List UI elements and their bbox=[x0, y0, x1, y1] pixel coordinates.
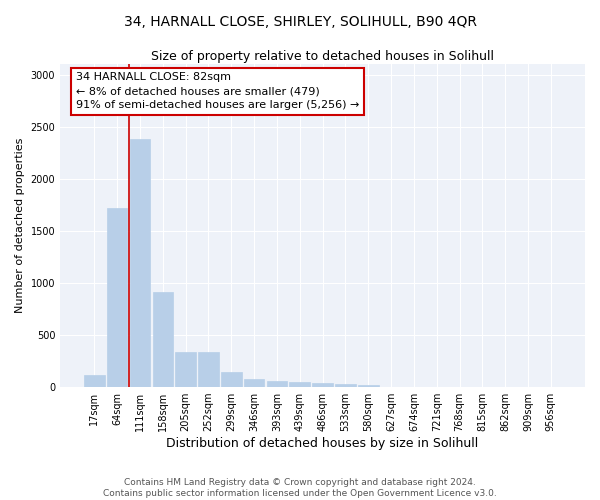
Bar bbox=[175, 352, 196, 387]
Bar bbox=[289, 382, 310, 387]
Text: 34, HARNALL CLOSE, SHIRLEY, SOLIHULL, B90 4QR: 34, HARNALL CLOSE, SHIRLEY, SOLIHULL, B9… bbox=[124, 15, 476, 29]
Bar bbox=[266, 381, 287, 387]
Text: 34 HARNALL CLOSE: 82sqm
← 8% of detached houses are smaller (479)
91% of semi-de: 34 HARNALL CLOSE: 82sqm ← 8% of detached… bbox=[76, 72, 359, 110]
Bar bbox=[313, 384, 333, 387]
Text: Contains HM Land Registry data © Crown copyright and database right 2024.
Contai: Contains HM Land Registry data © Crown c… bbox=[103, 478, 497, 498]
Bar bbox=[358, 385, 379, 387]
Bar bbox=[107, 208, 127, 387]
Bar bbox=[335, 384, 356, 387]
Bar bbox=[84, 374, 104, 387]
Bar bbox=[152, 292, 173, 387]
X-axis label: Distribution of detached houses by size in Solihull: Distribution of detached houses by size … bbox=[166, 437, 479, 450]
Title: Size of property relative to detached houses in Solihull: Size of property relative to detached ho… bbox=[151, 50, 494, 63]
Bar bbox=[244, 380, 265, 387]
Bar bbox=[130, 139, 150, 387]
Bar bbox=[198, 352, 219, 387]
Y-axis label: Number of detached properties: Number of detached properties bbox=[15, 138, 25, 314]
Bar bbox=[221, 372, 242, 387]
